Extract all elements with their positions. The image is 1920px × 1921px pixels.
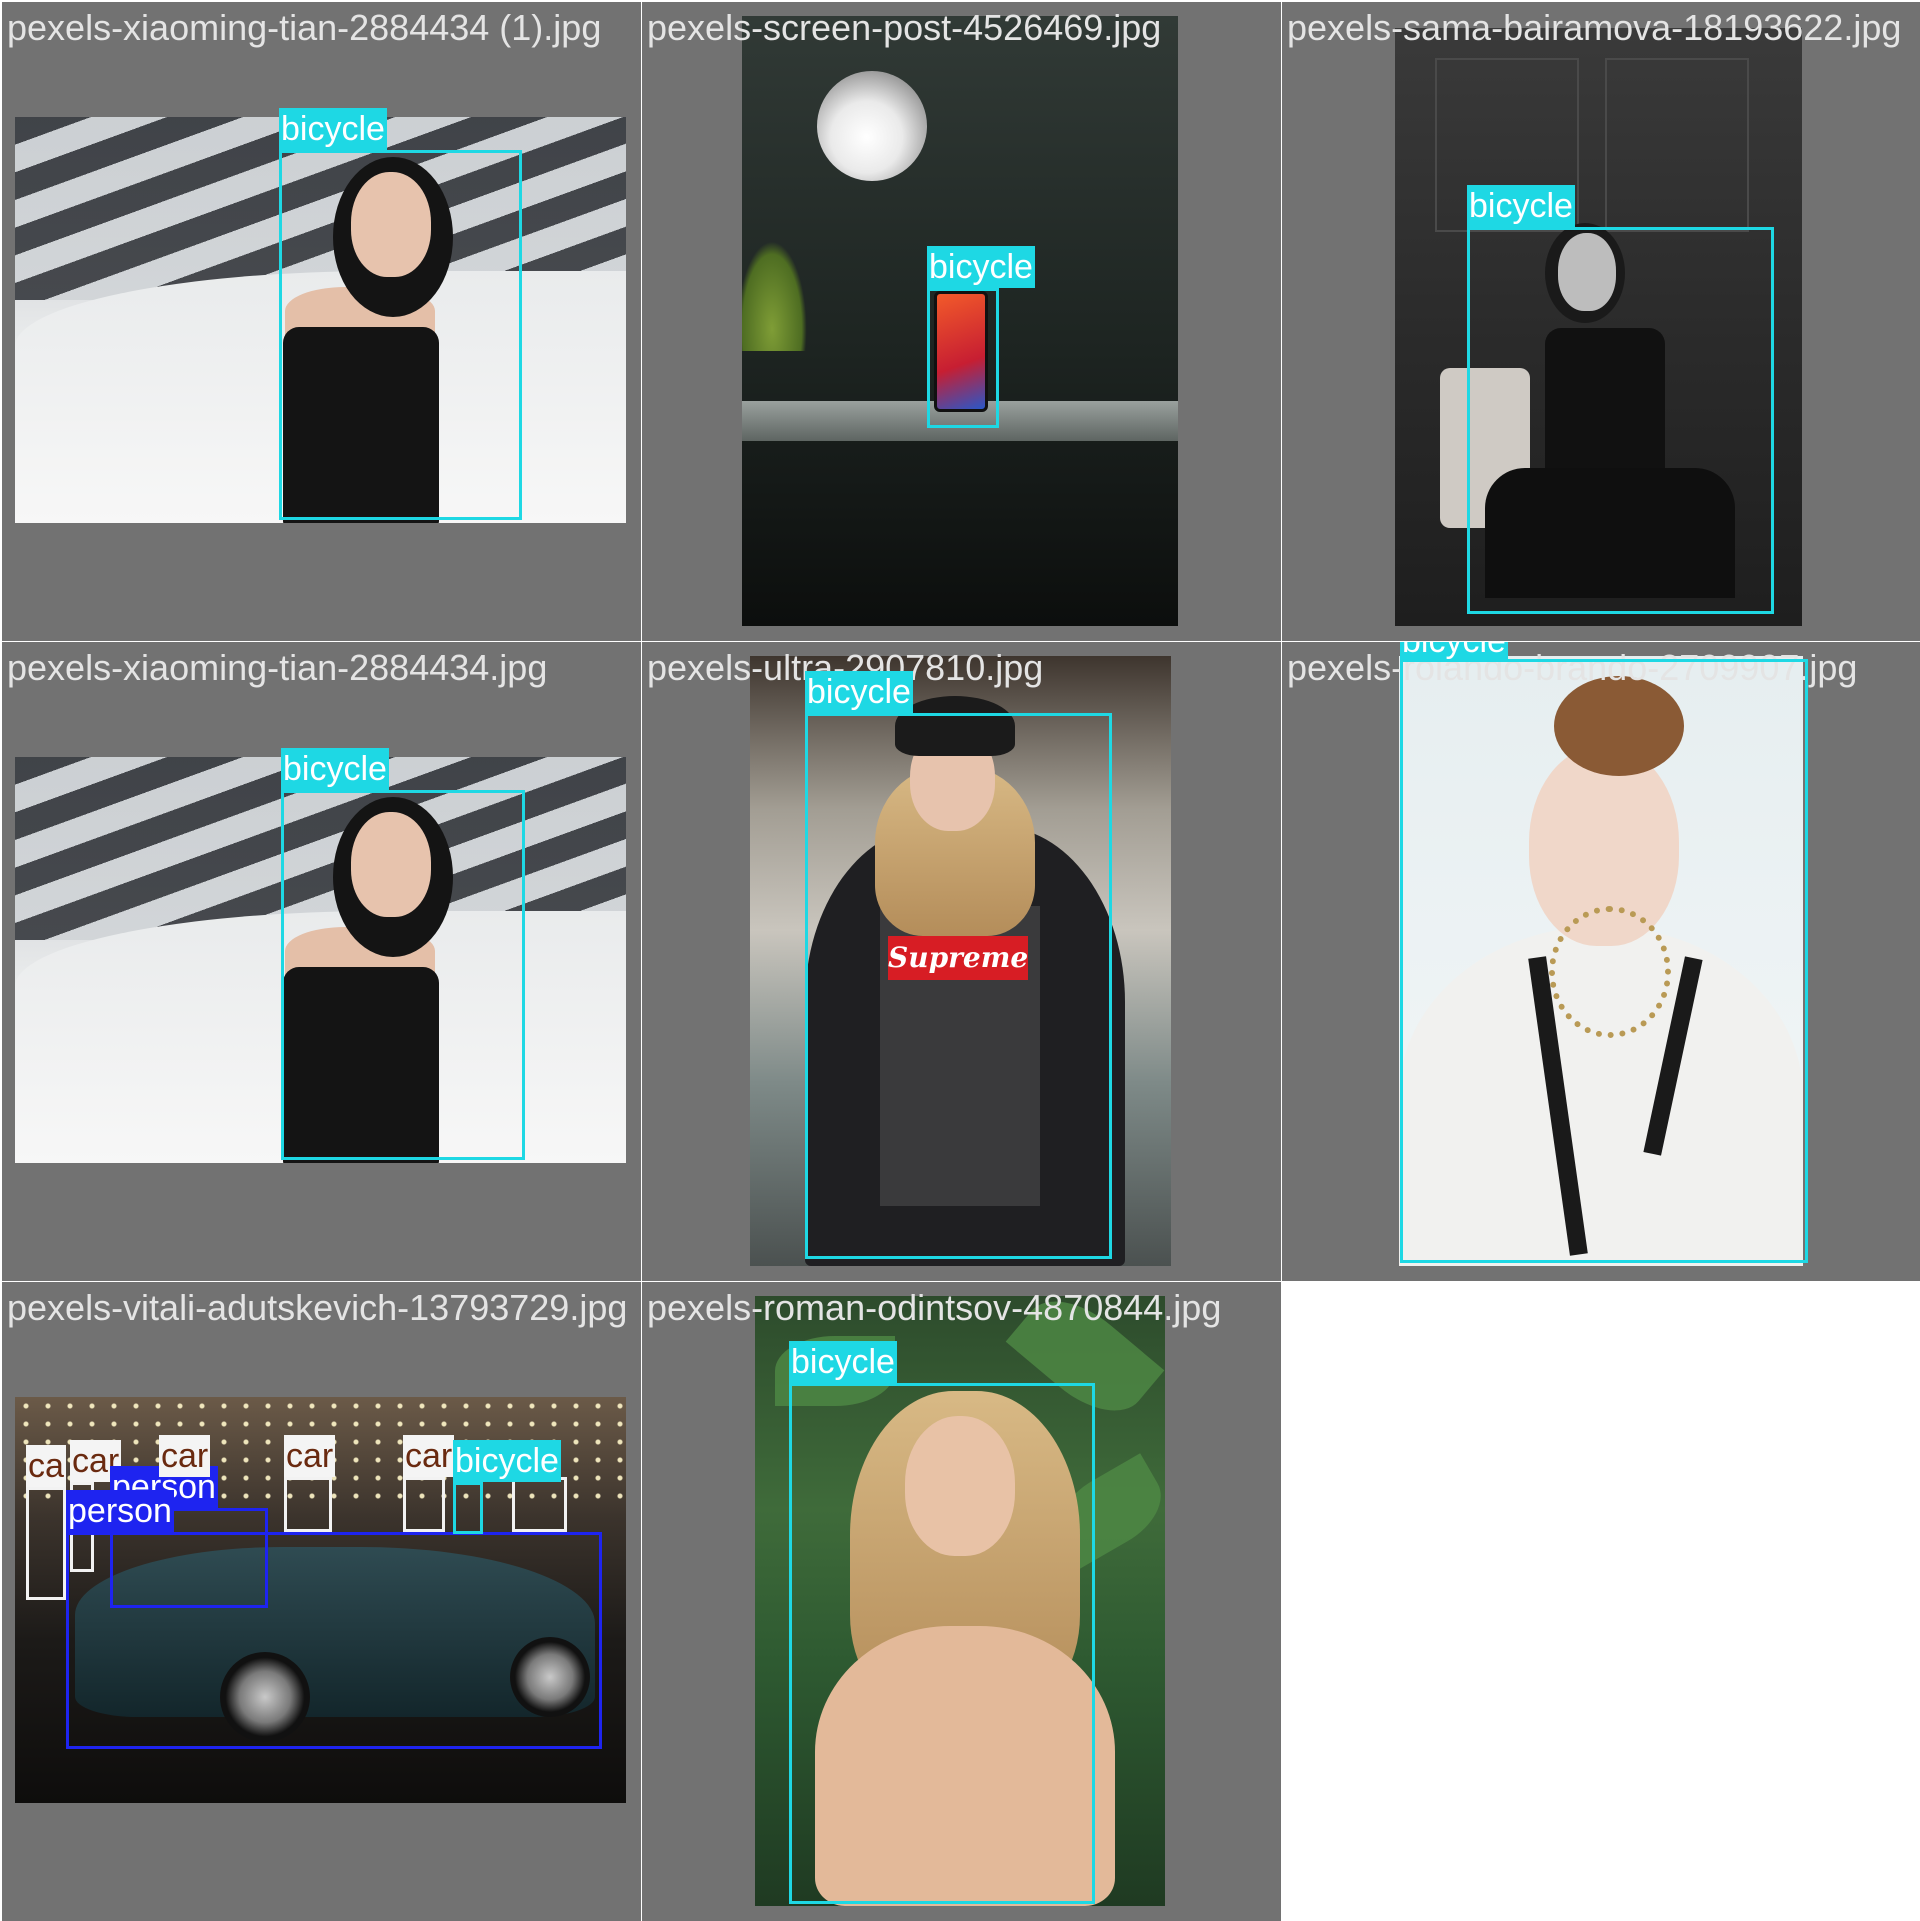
grid-cell-7[interactable]: pexels-vitali-adutskevich-13793729.jpg c… <box>2 1282 641 1921</box>
grid-cell-empty <box>1282 1282 1920 1921</box>
detection-box[interactable] <box>1400 659 1808 1263</box>
detection-box[interactable] <box>281 790 525 1160</box>
detection-box[interactable] <box>789 1383 1095 1904</box>
detection-label: bicycle <box>1400 642 1508 662</box>
detection-box[interactable] <box>26 1487 66 1600</box>
image-filename: pexels-sama-bairamova-18193622.jpg <box>1287 7 1902 48</box>
detection-box[interactable] <box>805 713 1112 1259</box>
detection-label: car <box>284 1435 336 1477</box>
image-filename: pexels-vitali-adutskevich-13793729.jpg <box>7 1287 628 1328</box>
detection-label: bicycle <box>453 1440 561 1482</box>
supreme-logo: Supreme <box>888 936 1028 980</box>
grid-cell-6[interactable]: pexels-rolando-brando-2709907.jpg bicycl… <box>1282 642 1920 1281</box>
photo-thumbnail[interactable] <box>15 117 626 523</box>
photo-thumbnail[interactable] <box>1399 656 1803 1266</box>
grid-cell-1[interactable]: pexels-xiaoming-tian-2884434 (1).jpg bic… <box>2 2 641 641</box>
photo-thumbnail[interactable] <box>1395 28 1802 626</box>
grid-cell-3[interactable]: pexels-sama-bairamova-18193622.jpg bicyc… <box>1282 2 1920 641</box>
detection-box[interactable] <box>512 1477 567 1532</box>
detection-label: car <box>70 1440 122 1482</box>
photo-thumbnail[interactable]: Supreme <box>750 656 1171 1266</box>
detection-box[interactable] <box>453 1482 483 1534</box>
detection-box[interactable] <box>279 150 522 520</box>
image-filename: pexels-screen-post-4526469.jpg <box>647 7 1162 48</box>
detection-label: bicycle <box>279 108 387 150</box>
photo-thumbnail[interactable] <box>742 16 1178 626</box>
detection-label: car <box>159 1435 211 1477</box>
detection-label: car <box>403 1435 455 1477</box>
grid-cell-8[interactable]: pexels-roman-odintsov-4870844.jpg bicycl… <box>642 1282 1281 1921</box>
detection-label: bicycle <box>1467 185 1575 227</box>
detection-box[interactable] <box>110 1508 268 1608</box>
detection-box[interactable] <box>1467 227 1774 614</box>
detection-label: bicycle <box>281 748 389 790</box>
image-filename: pexels-roman-odintsov-4870844.jpg <box>647 1287 1222 1328</box>
detection-label: bicycle <box>927 246 1035 288</box>
grid-cell-4[interactable]: pexels-xiaoming-tian-2884434.jpg bicycle <box>2 642 641 1281</box>
detection-label: bicycle <box>789 1341 897 1383</box>
detection-box[interactable] <box>403 1477 445 1532</box>
grid-cell-5[interactable]: pexels-ultra-2907810.jpg Supreme bicycle <box>642 642 1281 1281</box>
detection-label: person <box>66 1490 174 1532</box>
detection-box[interactable] <box>927 288 999 428</box>
image-filename: pexels-rolando-brando-2709907.jpg <box>1287 647 1858 688</box>
detection-label: bicycle <box>805 671 913 713</box>
detection-label: ca <box>26 1445 66 1487</box>
image-filename: pexels-xiaoming-tian-2884434.jpg <box>7 647 548 688</box>
grid-cell-2[interactable]: pexels-screen-post-4526469.jpg bicycle <box>642 2 1281 641</box>
photo-thumbnail[interactable] <box>755 1296 1165 1906</box>
detection-box[interactable] <box>284 1477 332 1532</box>
detection-box[interactable] <box>66 1532 602 1749</box>
image-filename: pexels-xiaoming-tian-2884434 (1).jpg <box>7 7 602 48</box>
